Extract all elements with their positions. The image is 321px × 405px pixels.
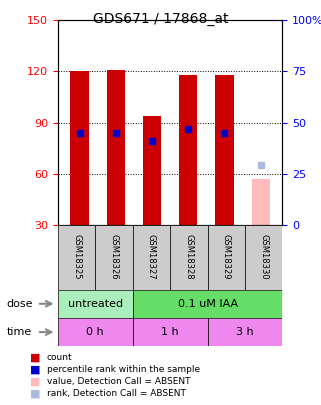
Text: ■: ■	[30, 364, 40, 374]
Text: 1 h: 1 h	[161, 327, 179, 337]
Text: 0.1 uM IAA: 0.1 uM IAA	[178, 299, 238, 309]
FancyBboxPatch shape	[58, 318, 133, 346]
Text: GSM18326: GSM18326	[109, 234, 118, 280]
FancyBboxPatch shape	[133, 318, 208, 346]
Text: count: count	[47, 353, 72, 362]
Text: percentile rank within the sample: percentile rank within the sample	[47, 365, 200, 374]
FancyBboxPatch shape	[133, 290, 282, 318]
FancyBboxPatch shape	[208, 318, 282, 346]
FancyBboxPatch shape	[170, 225, 208, 290]
FancyBboxPatch shape	[208, 225, 245, 290]
Text: GSM18325: GSM18325	[72, 234, 81, 280]
Bar	[107, 70, 125, 225]
Text: GSM18328: GSM18328	[184, 234, 193, 280]
Bar	[179, 75, 197, 225]
Text: time: time	[6, 327, 32, 337]
Text: GSM18329: GSM18329	[222, 234, 231, 280]
Text: value, Detection Call = ABSENT: value, Detection Call = ABSENT	[47, 377, 190, 386]
FancyBboxPatch shape	[58, 225, 95, 290]
Text: ■: ■	[30, 377, 40, 386]
Text: GSM18327: GSM18327	[147, 234, 156, 280]
Text: GDS671 / 17868_at: GDS671 / 17868_at	[93, 12, 228, 26]
Bar	[143, 116, 161, 225]
Text: untreated: untreated	[68, 299, 123, 309]
FancyBboxPatch shape	[58, 290, 133, 318]
Text: 0 h: 0 h	[86, 327, 104, 337]
FancyBboxPatch shape	[95, 225, 133, 290]
Text: rank, Detection Call = ABSENT: rank, Detection Call = ABSENT	[47, 389, 186, 398]
Bar	[71, 71, 89, 225]
Text: dose: dose	[6, 299, 33, 309]
Text: GSM18330: GSM18330	[259, 234, 268, 280]
Text: 3 h: 3 h	[236, 327, 254, 337]
Bar	[252, 179, 270, 225]
FancyBboxPatch shape	[133, 225, 170, 290]
Text: ■: ■	[30, 352, 40, 362]
Bar	[215, 75, 234, 225]
Text: ■: ■	[30, 389, 40, 399]
FancyBboxPatch shape	[245, 225, 282, 290]
